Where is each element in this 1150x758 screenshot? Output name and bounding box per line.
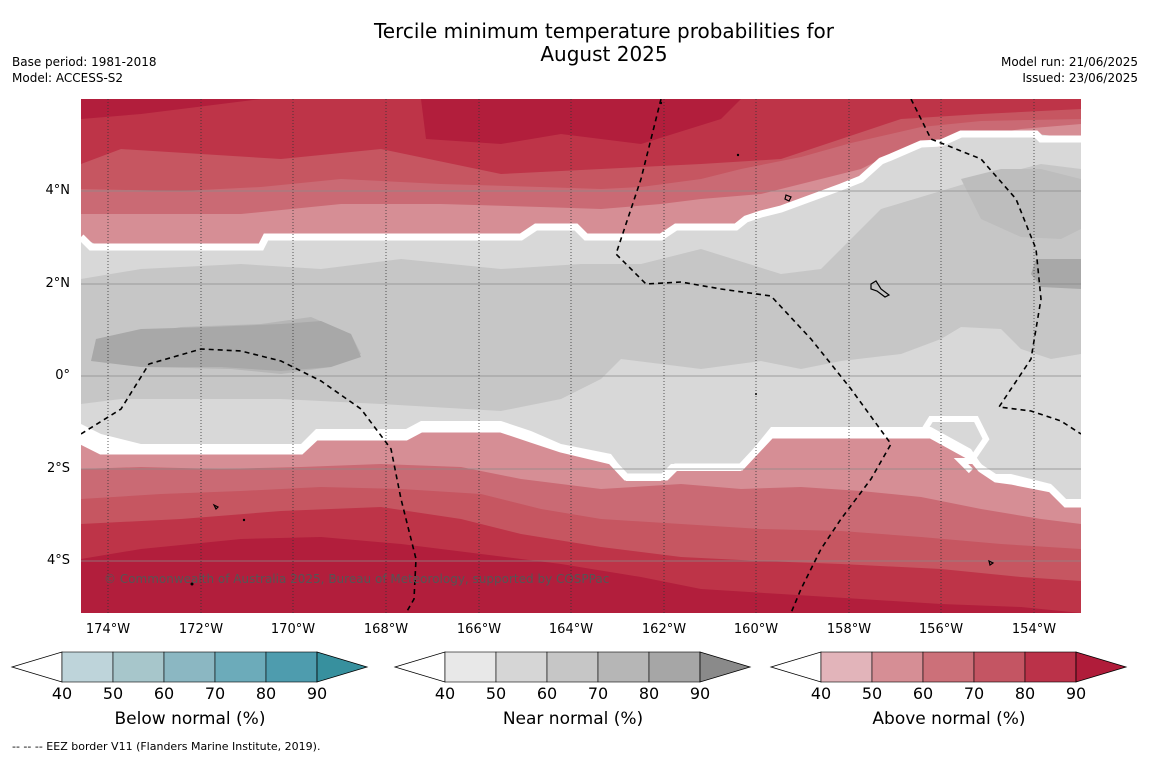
lon-label-158w: 158°W <box>826 622 872 637</box>
gridlines-lat <box>81 190 1081 562</box>
lat-label-4s: 4°S <box>46 553 70 568</box>
colorbar-below-tick-60: 60 <box>153 684 175 703</box>
colorbar-below-tick-80: 80 <box>255 684 277 703</box>
title-line-1: Tercile minimum temperature probabilitie… <box>373 19 835 43</box>
colorbar-below-segments <box>61 651 318 683</box>
lon-label-162w: 162°W <box>641 622 687 637</box>
meta-left: Base period: 1981-2018 Model: ACCESS-S2 <box>12 54 157 86</box>
lon-label-168w: 168°W <box>363 622 409 637</box>
colorbar-near-tick-60: 60 <box>536 684 558 703</box>
colorbar-near-min-arrow <box>393 651 446 683</box>
colorbar-above-segments <box>820 651 1077 683</box>
colorbar-below-tick-50: 50 <box>102 684 124 703</box>
colorbar-near-tick-50: 50 <box>485 684 507 703</box>
contour-south-white <box>81 425 1081 508</box>
region-near-70-east <box>961 169 1081 239</box>
contour-south-white-loop <box>918 416 990 474</box>
colorbar-below-tick-90: 90 <box>306 684 328 703</box>
region-near-80-east <box>1031 259 1081 289</box>
region-above-90-south <box>81 537 1081 613</box>
issued-label: Issued: 23/06/2025 <box>1022 71 1138 85</box>
lon-label-156w: 156°W <box>918 622 964 637</box>
eez-borders <box>81 99 1081 613</box>
colorbar-near-tick-90: 90 <box>689 684 711 703</box>
lon-label-154w: 154°W <box>1011 622 1057 637</box>
colorbar-near-seg-4 <box>597 651 650 683</box>
colorbar-below-max-arrow <box>316 651 369 683</box>
map-svg <box>81 99 1081 613</box>
colorbar-near-tick-40: 40 <box>434 684 456 703</box>
colorbar-above-tick-50: 50 <box>861 684 883 703</box>
lon-label-172w: 172°W <box>178 622 224 637</box>
colorbar-near <box>393 651 752 683</box>
colorbar-near-segments <box>444 651 701 683</box>
island-dots <box>190 101 757 586</box>
colorbar-above-seg-2 <box>871 651 924 683</box>
colorbar-below-min-arrow <box>10 651 63 683</box>
colorbar-above-tick-80: 80 <box>1014 684 1036 703</box>
colorbar-near-tick-70: 70 <box>587 684 609 703</box>
colorbar-above-tick-90: 90 <box>1065 684 1087 703</box>
chart-title: Tercile minimum temperature probabilitie… <box>304 20 904 66</box>
colorbar-below <box>10 651 369 683</box>
colorbar-below-seg-3 <box>163 651 216 683</box>
lon-label-170w: 170°W <box>270 622 316 637</box>
colorbar-below-seg-5 <box>265 651 318 683</box>
model-label: Model: ACCESS-S2 <box>12 71 124 85</box>
eez-legend-footer: -- -- -- EEZ border V11 (Flanders Marine… <box>12 740 321 753</box>
map-copyright: © Commonwealth of Australia 2025, Bureau… <box>104 572 610 586</box>
colorbar-below-seg-1 <box>61 651 114 683</box>
probability-map[interactable] <box>81 99 1081 613</box>
model-run-label: Model run: 21/06/2025 <box>1000 55 1138 69</box>
colorbar-above-tick-70: 70 <box>963 684 985 703</box>
colorbar-above-tick-60: 60 <box>912 684 934 703</box>
colorbar-near-tick-80: 80 <box>638 684 660 703</box>
colorbar-near-seg-5 <box>648 651 701 683</box>
colorbar-above-max-arrow <box>1075 651 1128 683</box>
colorbar-above-seg-4 <box>973 651 1026 683</box>
colorbar-above-tick-40: 40 <box>810 684 832 703</box>
colorbar-near-seg-1 <box>444 651 497 683</box>
colorbar-above-seg-3 <box>922 651 975 683</box>
base-period-label: Base period: 1981-2018 <box>12 55 157 69</box>
colorbar-near-max-arrow <box>699 651 752 683</box>
colorbar-above-seg-5 <box>1024 651 1077 683</box>
lon-label-160w: 160°W <box>733 622 779 637</box>
lon-label-166w: 166°W <box>456 622 502 637</box>
lon-label-174w: 174°W <box>85 622 131 637</box>
islands <box>212 194 995 566</box>
colorbar-above-label: Above normal (%) <box>872 709 1026 729</box>
colorbar-above-seg-1 <box>820 651 873 683</box>
colorbar-near-seg-3 <box>546 651 599 683</box>
lat-label-2n: 2°N <box>45 276 71 291</box>
colorbar-below-seg-2 <box>112 651 165 683</box>
colorbar-below-seg-4 <box>214 651 267 683</box>
lat-label-2s: 2°S <box>46 461 70 476</box>
colorbar-near-label: Near normal (%) <box>502 709 644 729</box>
meta-right: Model run: 21/06/2025 Issued: 23/06/2025 <box>1001 54 1138 86</box>
colorbar-near-seg-2 <box>495 651 548 683</box>
colorbar-below-tick-40: 40 <box>51 684 73 703</box>
lat-label-0: 0° <box>55 368 70 383</box>
region-near-80-west <box>91 321 361 371</box>
contour-north-white <box>81 130 1081 251</box>
colorbar-above <box>769 651 1128 683</box>
lat-label-4n: 4°N <box>45 183 71 198</box>
lon-label-164w: 164°W <box>548 622 594 637</box>
title-line-2: August 2025 <box>540 42 668 66</box>
colorbar-below-tick-70: 70 <box>204 684 226 703</box>
colorbar-below-label: Below normal (%) <box>114 709 266 729</box>
colorbar-above-min-arrow <box>769 651 822 683</box>
